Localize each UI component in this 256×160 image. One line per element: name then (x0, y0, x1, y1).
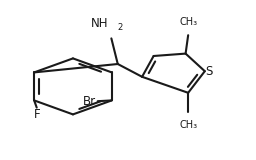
Text: Br: Br (83, 95, 97, 108)
Text: NH: NH (91, 17, 109, 30)
Text: S: S (205, 65, 212, 78)
Text: 2: 2 (118, 24, 123, 32)
Text: F: F (34, 108, 40, 121)
Text: CH₃: CH₃ (179, 120, 197, 130)
Text: CH₃: CH₃ (179, 17, 197, 27)
